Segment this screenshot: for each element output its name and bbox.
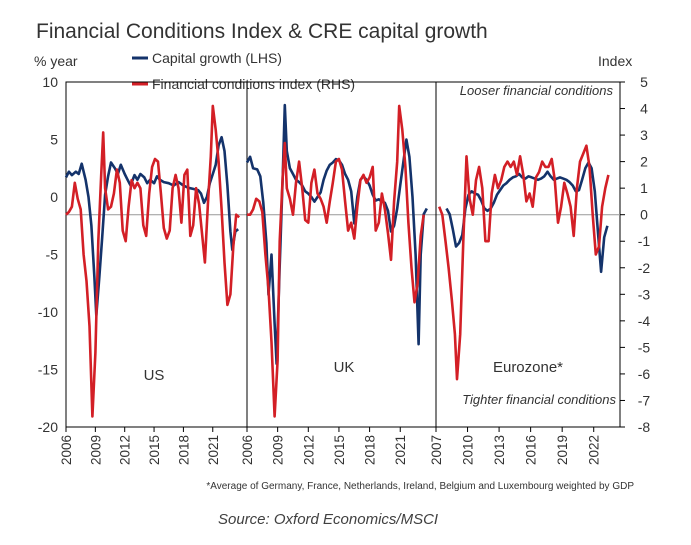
right-tick-label: 0 [640,207,648,223]
x-tick-label: 2012 [118,435,133,465]
x-tick-label: 2022 [587,435,602,465]
left-tick-label: 10 [42,74,58,90]
chart-title: Financial Conditions Index & CRE capital… [36,20,488,43]
left-tick-label: 0 [50,189,58,205]
left-tick-label: -20 [38,419,58,435]
left-tick-label: -10 [38,304,58,320]
right-tick-label: -1 [638,233,651,249]
left-tick-label: -5 [46,247,59,263]
legend-label-capital-growth: Capital growth (LHS) [152,50,282,66]
panel-label: UK [334,359,355,376]
x-tick-label: 2021 [206,435,221,465]
series-capital-growth [445,161,609,274]
series-financial-conditions [437,144,610,381]
panel-label: Eurozone* [493,359,563,376]
x-tick-label: 2012 [301,435,316,465]
right-axis-unit-label: Index [598,53,632,69]
right-tick-label: 5 [640,74,648,90]
right-tick-label: -6 [638,366,651,382]
annotation-looser: Looser financial conditions [460,83,614,98]
plot-border [65,81,621,428]
x-tick-label: 2013 [492,435,507,465]
right-tick-label: -8 [638,419,651,435]
x-tick-label: 2018 [363,435,378,465]
plot-frame [65,81,621,428]
x-tick-label: 2007 [429,435,444,465]
left-axis-ticks: 10 5 0 -5 -10 -15 -20 [38,74,58,435]
x-tick-label: 2010 [461,435,476,465]
right-tick-label: 3 [640,127,648,143]
x-tick-label: 2021 [393,435,408,465]
x-tick-label: 2009 [88,435,103,465]
right-tick-label: -4 [638,313,651,329]
right-tick-label: 1 [640,180,648,196]
panel-eurozone: 2007 2010 2013 2016 2019 2022 Eurozone* [429,144,610,465]
left-tick-label: 5 [50,132,58,148]
footnote: *Average of Germany, France, Netherlands… [206,481,634,492]
series-financial-conditions [65,104,241,418]
annotation-tighter: Tighter financial conditions [462,392,616,407]
right-axis-ticks: 5 4 3 2 1 0 -1 -2 -3 -4 -5 -6 -7 -8 [620,74,650,435]
x-tick-label: 2019 [555,435,570,465]
legend-label-financial-conditions: Financial conditions index (RHS) [152,76,355,92]
x-tick-label: 2015 [332,435,347,465]
right-tick-label: 2 [640,154,648,170]
series-financial-conditions [247,104,425,418]
panel-label: US [144,367,165,384]
series-capital-growth [245,103,428,366]
source-note: Source: Oxford Economics/MSCI [218,511,438,528]
panel-uk: 2006 2009 2012 2015 2018 2021 UK [240,103,428,465]
legend: Capital growth (LHS) Financial condition… [132,50,355,92]
x-tick-label: 2016 [524,435,539,465]
right-tick-label: -3 [638,286,651,302]
left-axis-unit-label: % year [34,53,78,69]
x-tick-label: 2018 [176,435,191,465]
right-tick-label: 4 [640,101,648,117]
right-tick-label: -7 [638,392,651,408]
panel-us: 2006 2009 2012 2015 2018 2021 US [59,104,241,465]
x-tick-label: 2006 [240,435,255,465]
series-capital-growth [64,135,240,317]
right-tick-label: -5 [638,339,651,355]
right-tick-label: -2 [638,260,651,276]
x-tick-label: 2015 [147,435,162,465]
left-tick-label: -15 [38,362,58,378]
x-tick-label: 2009 [271,435,286,465]
x-tick-label: 2006 [59,435,74,465]
